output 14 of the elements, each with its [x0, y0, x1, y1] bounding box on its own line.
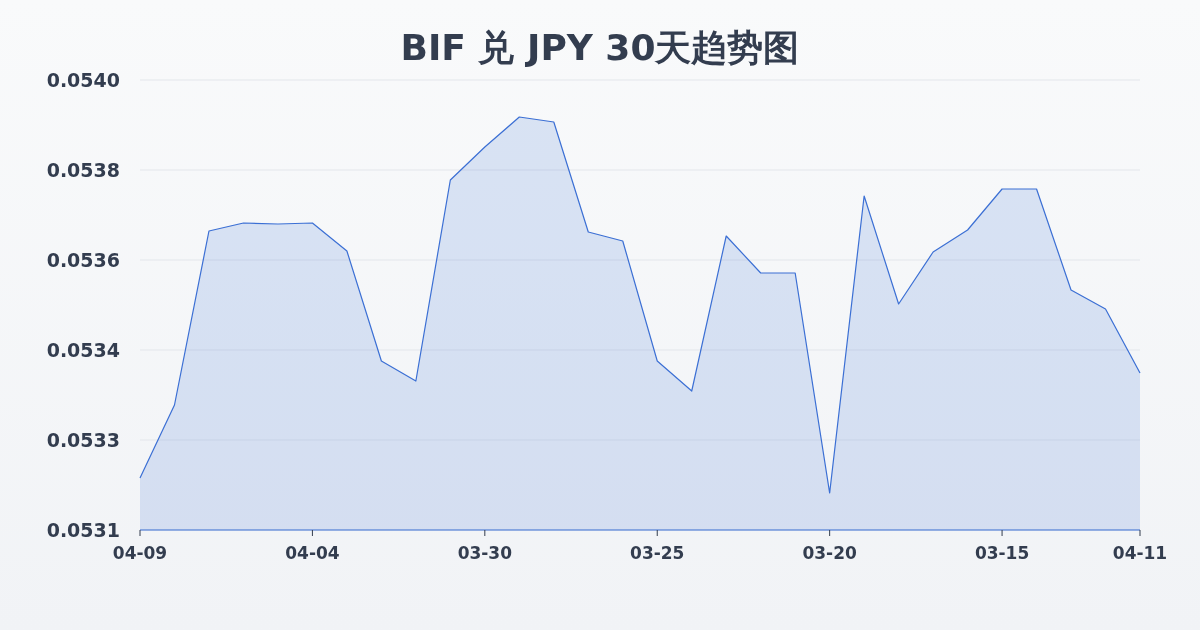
x-tick-label: 04-04 [285, 543, 340, 563]
x-tick-label: 04-11 [1112, 543, 1168, 563]
y-tick-label: 0.0534 [46, 339, 120, 361]
x-tick-label: 03-15 [974, 543, 1030, 563]
x-tick-label: 04-09 [112, 543, 168, 563]
y-tick-label: 0.0536 [46, 249, 120, 271]
x-tick-label: 03-30 [457, 543, 513, 563]
x-tick-label: 03-20 [802, 543, 858, 563]
chart-title: BIF 兑 JPY 30天趋势图 [400, 27, 800, 68]
y-tick-label: 0.0531 [46, 519, 120, 541]
y-tick-label: 0.0540 [46, 69, 120, 91]
y-tick-label: 0.0533 [46, 429, 120, 451]
y-tick-label: 0.0538 [46, 159, 120, 181]
x-tick-label: 03-25 [630, 543, 685, 563]
